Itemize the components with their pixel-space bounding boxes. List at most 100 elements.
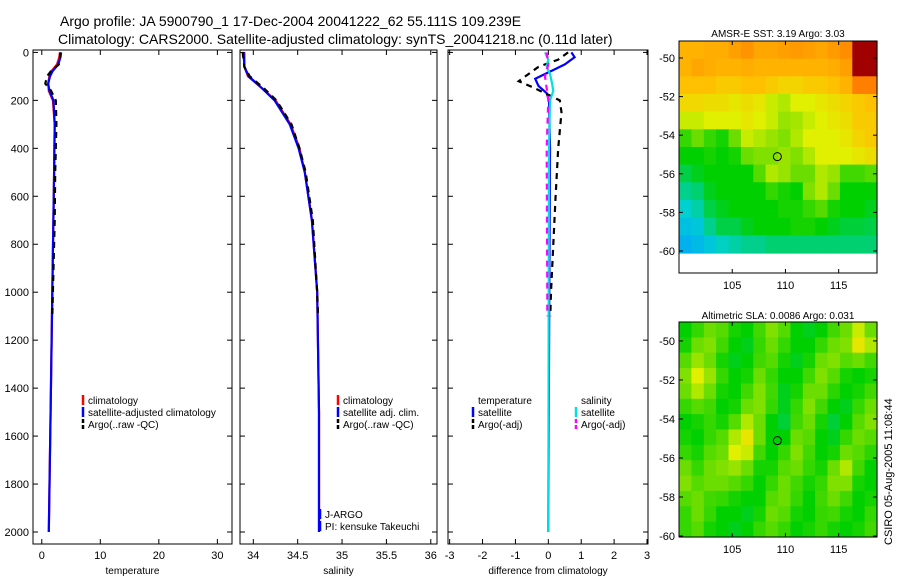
heatmap-cell: [679, 383, 692, 400]
heatmap-cell: [839, 429, 853, 446]
heatmap-cell: [728, 147, 742, 166]
x-tick-label: 115: [830, 280, 848, 292]
heatmap-cell: [765, 235, 779, 254]
heatmap-cell: [740, 164, 754, 183]
x-tick-label: 3: [644, 550, 650, 562]
heatmap-cell: [864, 76, 878, 95]
heatmap-cell: [728, 521, 742, 538]
heatmap-cell: [765, 164, 779, 183]
heatmap-cell: [765, 337, 779, 354]
heatmap-cell: [864, 475, 878, 492]
heatmap-cell: [839, 475, 853, 492]
heatmap-cell: [740, 58, 754, 77]
heatmap-cell: [716, 111, 730, 130]
heatmap-cell: [827, 58, 841, 77]
heatmap-cell: [703, 521, 717, 538]
heatmap-cell: [691, 444, 705, 461]
heatmap-cell: [815, 76, 829, 95]
profile-panel-2: 34 34.5 35 35.5 36 salinity climatologysatelli…: [239, 49, 438, 577]
heatmap-cell: [839, 217, 853, 236]
heatmap-cell: [753, 94, 767, 113]
heatmap-cell: [815, 322, 829, 338]
heatmap-cell: [679, 521, 692, 538]
heatmap-cell: [691, 217, 705, 236]
heatmap-cell: [790, 94, 804, 113]
heatmap-cell: [703, 58, 717, 77]
heatmap-cell: [815, 521, 829, 538]
heatmap-cell: [728, 235, 742, 254]
heatmap-cell: [802, 58, 816, 77]
heatmap-cell: [716, 58, 730, 77]
heatmap-cell: [852, 398, 866, 415]
heatmap-cell: [815, 475, 829, 492]
heatmap-cell: [728, 352, 742, 369]
heatmap-cell: [716, 429, 730, 446]
heatmap-cell: [740, 337, 754, 354]
heatmap-cell: [728, 76, 742, 95]
legend-entry: climatology: [343, 396, 393, 407]
heatmap-cell: [802, 235, 816, 254]
y-tick-label: 0: [23, 47, 29, 59]
heatmap-cell: [839, 398, 853, 415]
heatmap-cell: [765, 199, 779, 219]
heatmap-cell: [703, 337, 717, 354]
heatmap-cell: [839, 490, 853, 507]
heatmap-cell: [740, 41, 754, 60]
heatmap-cell: [765, 414, 779, 431]
heatmap-cell: [740, 398, 754, 415]
map-title: AMSR-E SST: 3.19 Argo: 3.03: [711, 29, 845, 40]
heatmap-cell: [839, 444, 853, 461]
heatmap-cell: [852, 506, 866, 523]
heatmap-cell: [864, 164, 878, 183]
heatmap-cell: [753, 41, 767, 60]
heatmap-cell: [753, 111, 767, 130]
y-tick-label: 1400: [5, 383, 29, 395]
x-tick-label: 0: [39, 550, 45, 562]
heatmap-cell: [864, 337, 878, 354]
heatmap-cell: [728, 94, 742, 113]
heatmap-cell: [740, 383, 754, 400]
heatmap-cell: [753, 182, 767, 201]
heatmap-cell: [778, 383, 791, 400]
legend-entry: climatology: [88, 396, 138, 407]
map-frame: [678, 40, 878, 274]
heatmap-cell: [740, 414, 754, 431]
heatmap-cell: [802, 444, 816, 461]
heatmap-cell: [815, 460, 829, 477]
heatmap-cell: [753, 337, 767, 354]
heatmap-cell: [815, 235, 829, 254]
heatmap-cell: [703, 398, 717, 415]
y-tick-label: -60: [659, 531, 675, 543]
heatmap-cell: [740, 322, 754, 338]
heatmap-cell: [691, 322, 705, 338]
heatmap-cell: [815, 199, 829, 219]
heatmap-cell: [703, 429, 717, 446]
heatmap-cell: [753, 76, 767, 95]
heatmap-cell: [827, 76, 841, 95]
heatmap-cell: [679, 147, 692, 166]
heatmap-cell: [827, 475, 841, 492]
heatmap-cell: [740, 76, 754, 95]
heatmap-cell: [679, 235, 692, 254]
heatmap-cell: [716, 129, 730, 148]
heatmap-cell: [716, 414, 730, 431]
heatmap-cell: [740, 111, 754, 130]
x-tick-label: 35.5: [376, 550, 397, 562]
heatmap-cell: [802, 475, 816, 492]
y-tick-label: -56: [659, 169, 675, 181]
heatmap-cell: [852, 475, 866, 492]
heatmap-cell: [753, 322, 767, 338]
heatmap-cell: [790, 322, 804, 338]
heatmap-cell: [839, 199, 853, 219]
heatmap-cell: [802, 337, 816, 354]
heatmap-cell: [790, 337, 804, 354]
heatmap-cell: [679, 337, 692, 354]
heatmap-cell: [864, 129, 878, 148]
x-tick-label: 30: [211, 550, 223, 562]
heatmap-cell: [827, 217, 841, 236]
heatmap-cell: [790, 235, 804, 254]
heatmap-cell: [815, 111, 829, 130]
heatmap-cell: [802, 111, 816, 130]
heatmap-cell: [740, 506, 754, 523]
heatmap-cell: [691, 111, 705, 130]
